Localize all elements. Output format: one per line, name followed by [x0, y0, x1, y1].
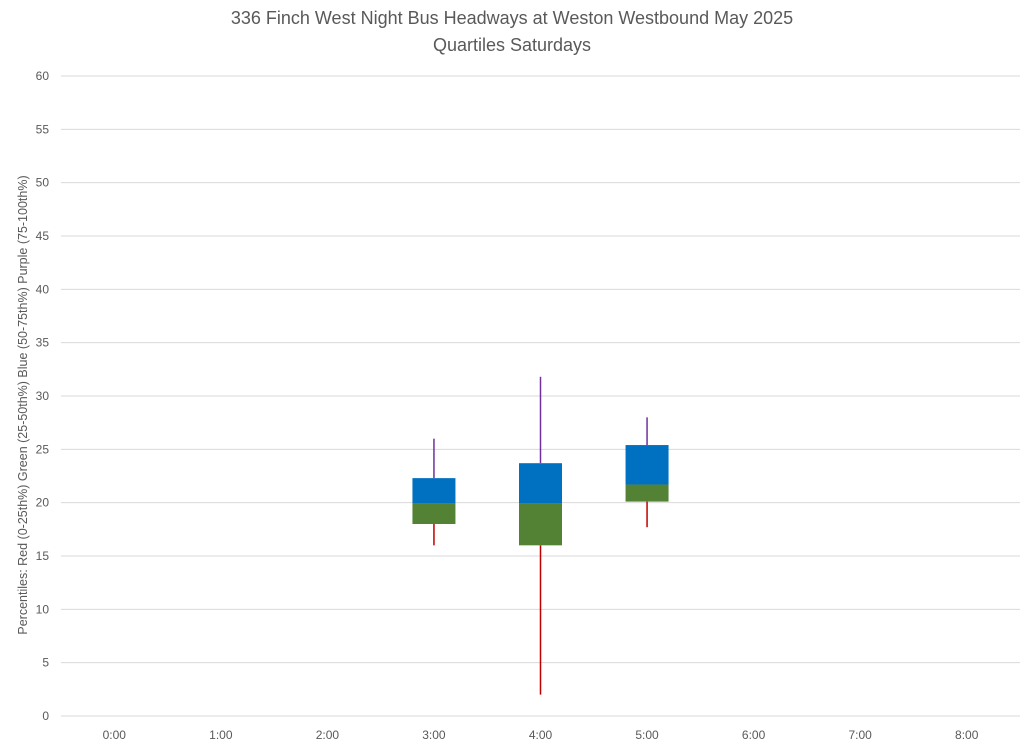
- y-tick-label: 55: [36, 122, 50, 136]
- upper-box: [625, 445, 669, 485]
- y-tick-label: 60: [36, 69, 50, 83]
- x-tick-label: 2:00: [316, 728, 340, 742]
- y-tick-label: 35: [36, 336, 50, 350]
- y-tick-label: 45: [36, 229, 50, 243]
- upper-box: [412, 478, 456, 504]
- x-tick-label: 7:00: [848, 728, 872, 742]
- x-tick-label: 0:00: [103, 728, 127, 742]
- lower-box: [412, 503, 456, 524]
- y-tick-label: 0: [42, 709, 49, 723]
- lower-box: [519, 503, 562, 546]
- y-tick-label: 30: [36, 389, 50, 403]
- y-tick-label: 20: [36, 496, 50, 510]
- y-tick-label: 40: [36, 282, 50, 296]
- x-tick-label: 5:00: [635, 728, 659, 742]
- y-tick-label: 15: [36, 549, 50, 563]
- x-tick-label: 6:00: [742, 728, 766, 742]
- chart-title: 336 Finch West Night Bus Headways at Wes…: [230, 8, 794, 28]
- x-tick-label: 8:00: [955, 728, 979, 742]
- y-tick-label: 50: [36, 176, 50, 190]
- y-tick-label: 25: [36, 442, 50, 456]
- upper-box: [519, 463, 562, 504]
- x-tick-label: 4:00: [529, 728, 553, 742]
- y-tick-label: 10: [36, 602, 50, 616]
- x-tick-label: 1:00: [209, 728, 233, 742]
- lower-box: [625, 484, 669, 502]
- chart-subtitle: Quartiles Saturdays: [432, 35, 592, 55]
- x-tick-label: 3:00: [422, 728, 446, 742]
- y-tick-label: 5: [42, 656, 49, 670]
